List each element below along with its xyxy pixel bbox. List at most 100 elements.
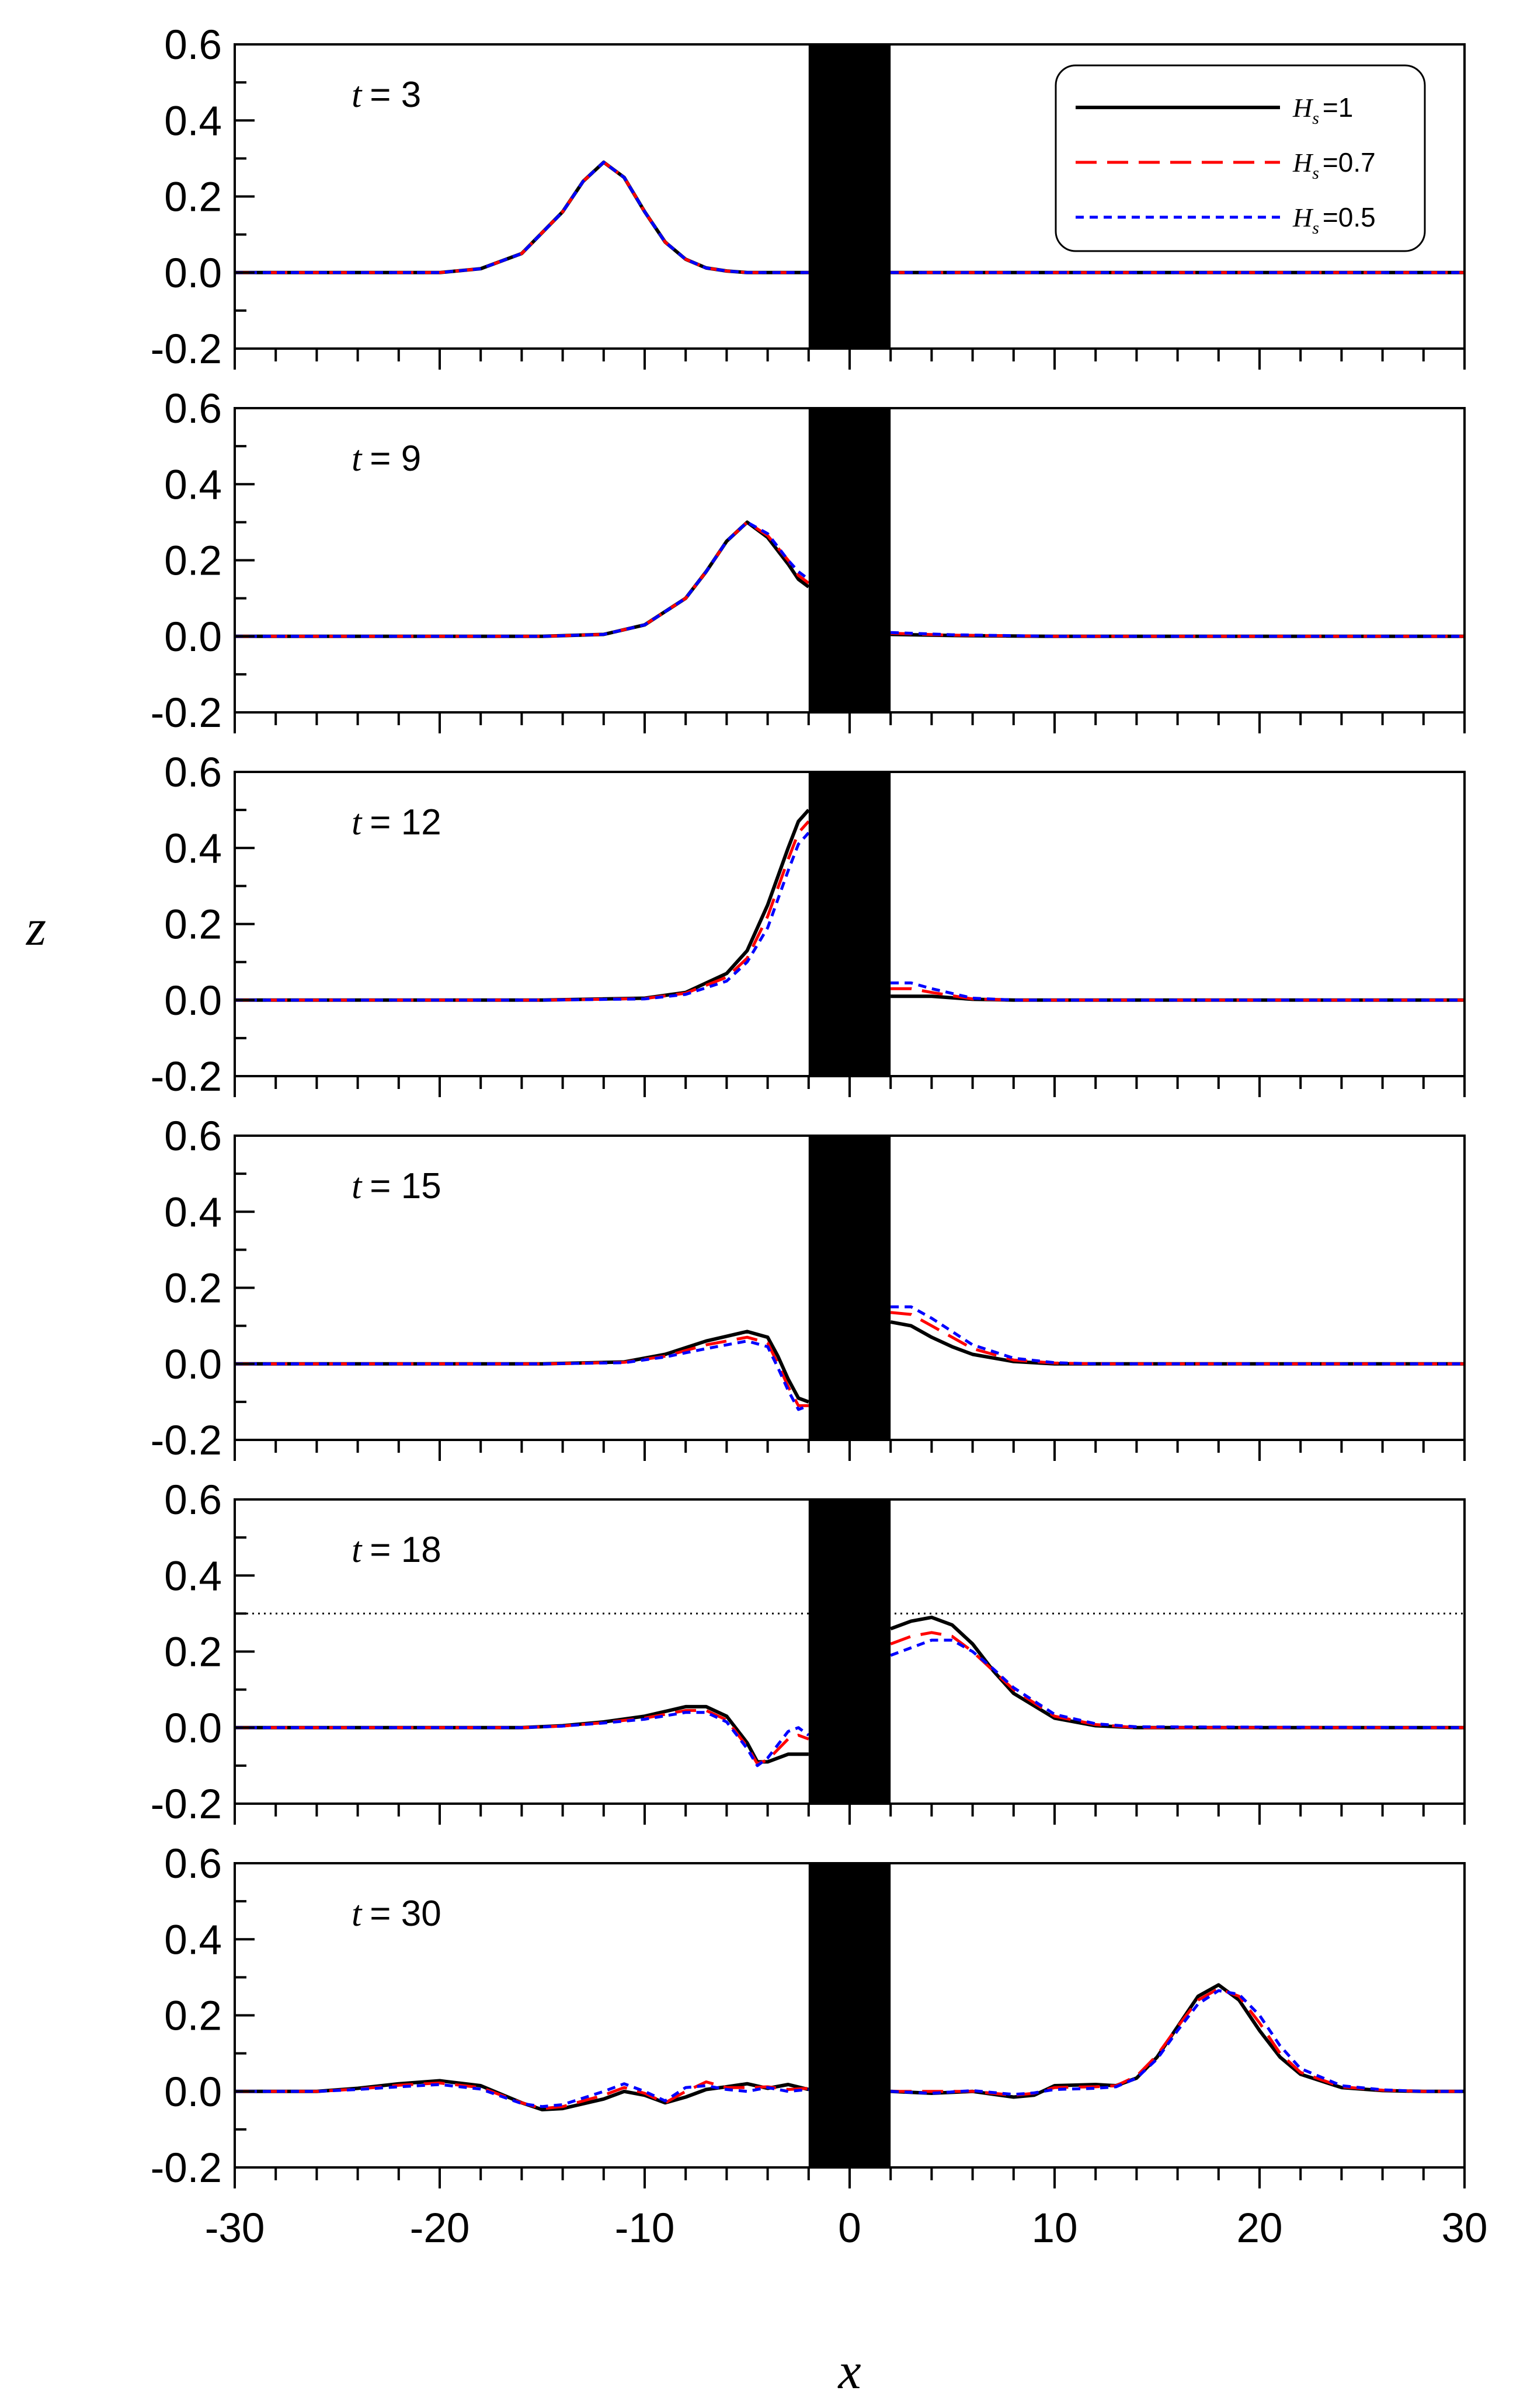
series-line-hs07-left bbox=[235, 2080, 809, 2110]
y-tick-label: 0.6 bbox=[164, 22, 222, 68]
x-axis-title: x bbox=[837, 2343, 861, 2400]
obstacle-block bbox=[808, 772, 891, 1076]
y-tick-label: 0.0 bbox=[164, 2069, 222, 2115]
series-line-hs05-right bbox=[891, 1305, 1465, 1366]
x-tick-label: 30 bbox=[1442, 2205, 1488, 2252]
y-axis-title: z bbox=[26, 900, 46, 956]
x-tick-label: -30 bbox=[205, 2205, 265, 2252]
series-line-hs07-left bbox=[235, 1708, 809, 1766]
obstacle-block bbox=[808, 1863, 891, 2167]
y-tick-label: -0.2 bbox=[151, 690, 222, 736]
panel-time-label: t = 18 bbox=[352, 1530, 441, 1570]
y-tick-label: 0.2 bbox=[164, 538, 222, 584]
y-tick-label: 0.6 bbox=[164, 1477, 222, 1523]
time-value: = 15 bbox=[370, 1166, 441, 1206]
y-tick-label: -0.2 bbox=[151, 2145, 222, 2191]
panel-time-label: t = 30 bbox=[352, 1894, 441, 1934]
y-tick-label: 0.0 bbox=[164, 614, 222, 660]
series-line-hs05-left bbox=[235, 161, 809, 274]
series-line-hs07-left bbox=[235, 1335, 809, 1407]
panel-1: -0.2 0.0 0.2 0.4 0.6 t = 3 bbox=[151, 22, 1466, 373]
legend-label: Hs =0.5 bbox=[1292, 202, 1376, 238]
legend-symbol: H bbox=[1292, 93, 1314, 123]
x-tick-label: 0 bbox=[838, 2205, 861, 2252]
obstacle-block bbox=[808, 1136, 891, 1440]
y-tick-label: 0.4 bbox=[164, 462, 222, 508]
panel-time-label: t = 9 bbox=[352, 439, 421, 479]
x-tick-label: 10 bbox=[1032, 2205, 1078, 2252]
y-tick-label: 0.0 bbox=[164, 250, 222, 297]
legend-label: Hs =0.7 bbox=[1292, 147, 1376, 183]
y-tick-label: 0.2 bbox=[164, 1630, 222, 1676]
time-value: = 9 bbox=[370, 439, 421, 479]
y-tick-label: 0.2 bbox=[164, 1266, 222, 1312]
series-line-hs07-right bbox=[890, 1311, 1465, 1366]
x-tick-label: -10 bbox=[615, 2205, 675, 2252]
legend-symbol: H bbox=[1292, 148, 1314, 178]
x-tick-label: -20 bbox=[410, 2205, 470, 2252]
obstacle-block bbox=[808, 1499, 891, 1804]
series-line-hs05-left bbox=[235, 1711, 810, 1767]
legend: Hs =1Hs =0.7Hs =0.5 bbox=[1055, 64, 1426, 252]
obstacle-block bbox=[808, 44, 891, 349]
y-tick-label: 0.4 bbox=[164, 1553, 222, 1599]
panel-4: -0.2 0.0 0.2 0.4 0.6 t = 15 bbox=[151, 1113, 1466, 1464]
y-tick-label: -0.2 bbox=[151, 326, 222, 373]
panel-time-label: t = 3 bbox=[352, 75, 421, 115]
time-symbol: t bbox=[352, 1894, 363, 1934]
panel-3: -0.2 0.0 0.2 0.4 0.6 t = 12 bbox=[151, 750, 1466, 1100]
panel-5: -0.2 0.0 0.2 0.4 0.6 t = 18 bbox=[151, 1477, 1466, 1828]
series-line-hs07-right bbox=[890, 1631, 1465, 1730]
legend-value: =1 bbox=[1323, 92, 1353, 123]
series-line-hs07-left bbox=[235, 820, 810, 1002]
y-tick-label: 0.6 bbox=[164, 1841, 222, 1887]
series-line-hs05-left bbox=[235, 2082, 809, 2108]
legend-subscript: s bbox=[1312, 218, 1319, 238]
y-tick-label: 0.6 bbox=[164, 386, 222, 432]
panel-2: -0.2 0.0 0.2 0.4 0.6 t = 9 bbox=[151, 386, 1466, 736]
series-line-hs05-left bbox=[235, 520, 810, 638]
y-tick-label: 0.6 bbox=[164, 750, 222, 796]
panel-time-label: t = 12 bbox=[352, 802, 441, 843]
series-line-hs1-left bbox=[235, 2079, 809, 2111]
time-value: = 12 bbox=[370, 802, 441, 843]
legend-subscript: s bbox=[1312, 163, 1319, 183]
time-value: = 18 bbox=[370, 1530, 441, 1570]
time-value: = 30 bbox=[370, 1894, 441, 1934]
y-tick-label: 0.0 bbox=[164, 1342, 222, 1388]
panel-6: -0.2 0.0 0.2 0.4 0.6 t = 30 bbox=[151, 1841, 1466, 2191]
legend-value: =0.7 bbox=[1323, 147, 1376, 178]
y-tick-label: 0.4 bbox=[164, 1189, 222, 1236]
panels: -0.20.00.20.40.6t = 3-0.20.00.20.40.6t = 9… bbox=[151, 22, 1488, 2252]
y-tick-label: 0.4 bbox=[164, 1917, 222, 1963]
y-tick-label: 0.4 bbox=[164, 98, 222, 144]
series-line-hs05-left bbox=[235, 831, 810, 1002]
series-line-hs05-right bbox=[891, 1989, 1465, 2096]
time-symbol: t bbox=[352, 75, 363, 115]
legend-box bbox=[1055, 64, 1426, 252]
y-tick-label: 0.6 bbox=[164, 1113, 222, 1160]
time-symbol: t bbox=[352, 439, 363, 479]
y-tick-label: 0.0 bbox=[164, 1706, 222, 1752]
time-symbol: t bbox=[352, 803, 363, 843]
y-tick-label: -0.2 bbox=[151, 1418, 222, 1464]
time-value: = 3 bbox=[370, 75, 421, 115]
legend-symbol: H bbox=[1292, 203, 1314, 232]
series-line-hs05-right bbox=[891, 981, 1465, 1002]
legend-subscript: s bbox=[1312, 109, 1319, 128]
obstacle-block bbox=[808, 408, 891, 712]
legend-label: Hs =1 bbox=[1292, 92, 1353, 128]
time-symbol: t bbox=[352, 1530, 363, 1570]
legend-value: =0.5 bbox=[1323, 202, 1376, 232]
series-line-hs05-left bbox=[235, 1339, 809, 1411]
y-tick-label: -0.2 bbox=[151, 1054, 222, 1100]
time-symbol: t bbox=[352, 1167, 363, 1206]
x-tick-label: 20 bbox=[1237, 2205, 1283, 2252]
series-line-hs05-right bbox=[891, 631, 1465, 638]
y-tick-label: 0.2 bbox=[164, 175, 222, 221]
y-tick-label: -0.2 bbox=[151, 1781, 222, 1828]
y-tick-label: 0.4 bbox=[164, 826, 222, 872]
series-line-hs05-right bbox=[890, 1638, 1465, 1730]
